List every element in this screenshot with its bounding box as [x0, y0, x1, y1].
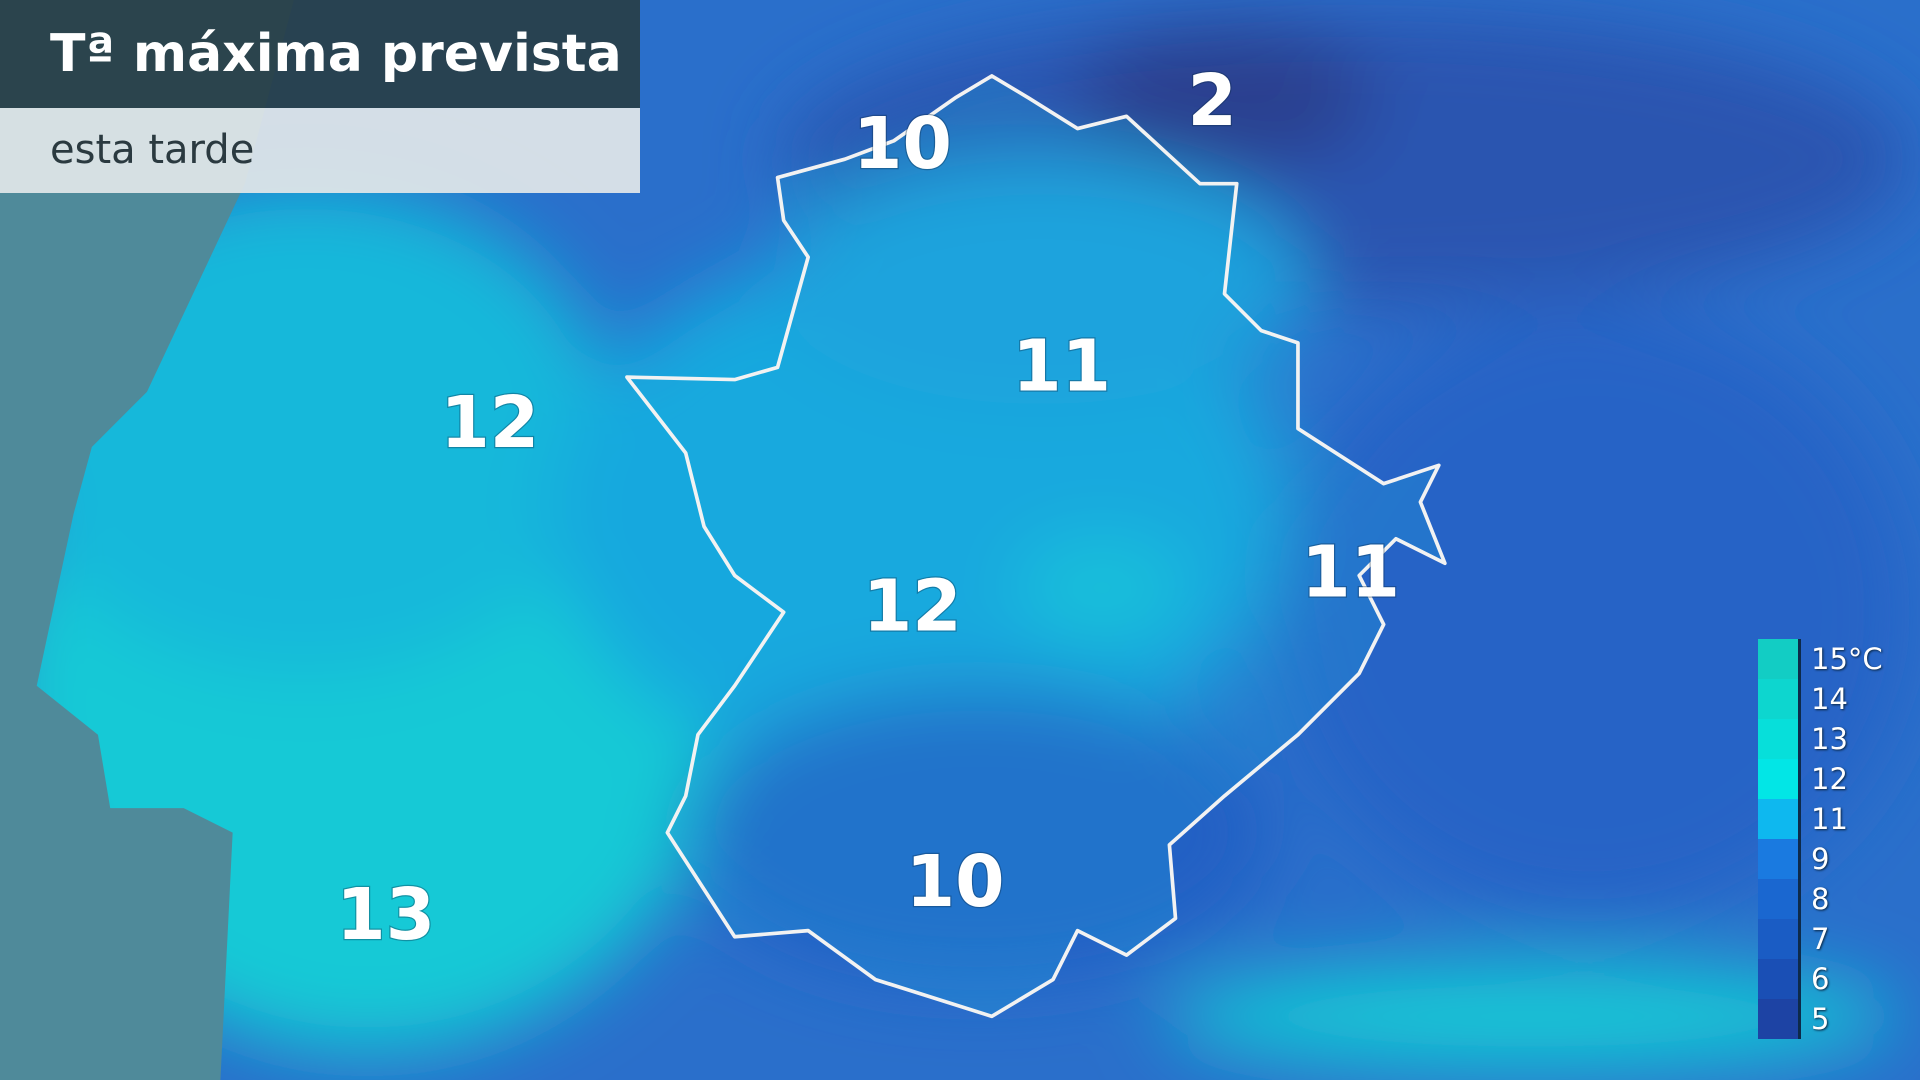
legend-swatch — [1758, 759, 1801, 799]
atlantic-ocean — [0, 0, 294, 1080]
extremadura-boundary — [625, 74, 1447, 1019]
legend-label: 14 — [1811, 682, 1848, 716]
title-panel: Tª máxima prevista esta tarde — [0, 0, 640, 193]
legend-label: 7 — [1811, 922, 1830, 956]
temperature-legend: 15°C 14 13 12 11 9 8 7 6 5 — [1758, 639, 1883, 1039]
legend-row: 14 — [1758, 679, 1883, 719]
temp-label: 10 — [853, 102, 952, 185]
legend-row: 6 — [1758, 959, 1883, 999]
legend-row: 13 — [1758, 719, 1883, 759]
legend-swatch — [1758, 719, 1801, 759]
map-subtitle: esta tarde — [0, 108, 640, 193]
legend-row: 9 — [1758, 839, 1883, 879]
legend-swatch — [1758, 919, 1801, 959]
temp-label: 11 — [1012, 325, 1111, 408]
legend-label: 8 — [1811, 882, 1830, 916]
legend-swatch — [1758, 679, 1801, 719]
legend-row: 5 — [1758, 999, 1883, 1039]
legend-label: 5 — [1811, 1002, 1830, 1036]
legend-label: 6 — [1811, 962, 1830, 996]
temp-label: 10 — [906, 840, 1005, 923]
temp-label: 2 — [1188, 59, 1237, 142]
legend-row: 11 — [1758, 799, 1883, 839]
legend-label: 11 — [1811, 802, 1848, 836]
legend-swatch — [1758, 639, 1801, 679]
legend-label: 12 — [1811, 762, 1848, 796]
legend-row: 8 — [1758, 879, 1883, 919]
legend-swatch — [1758, 999, 1801, 1039]
temperature-labels: 10 2 11 12 12 11 10 13 — [335, 58, 1401, 958]
legend-row: 7 — [1758, 919, 1883, 959]
legend-swatch — [1758, 799, 1801, 839]
legend-row: 12 — [1758, 759, 1883, 799]
map-title: Tª máxima prevista — [0, 0, 640, 108]
temp-label: 12 — [863, 565, 962, 648]
temp-label: 13 — [336, 873, 435, 956]
legend-swatch — [1758, 959, 1801, 999]
temp-label: 12 — [440, 381, 539, 464]
legend-swatch — [1758, 839, 1801, 879]
legend-swatch — [1758, 879, 1801, 919]
legend-label: 13 — [1811, 722, 1848, 756]
legend-label: 9 — [1811, 842, 1830, 876]
legend-row: 15°C — [1758, 639, 1883, 679]
temp-label: 11 — [1301, 530, 1400, 613]
legend-label: 15°C — [1811, 642, 1883, 676]
